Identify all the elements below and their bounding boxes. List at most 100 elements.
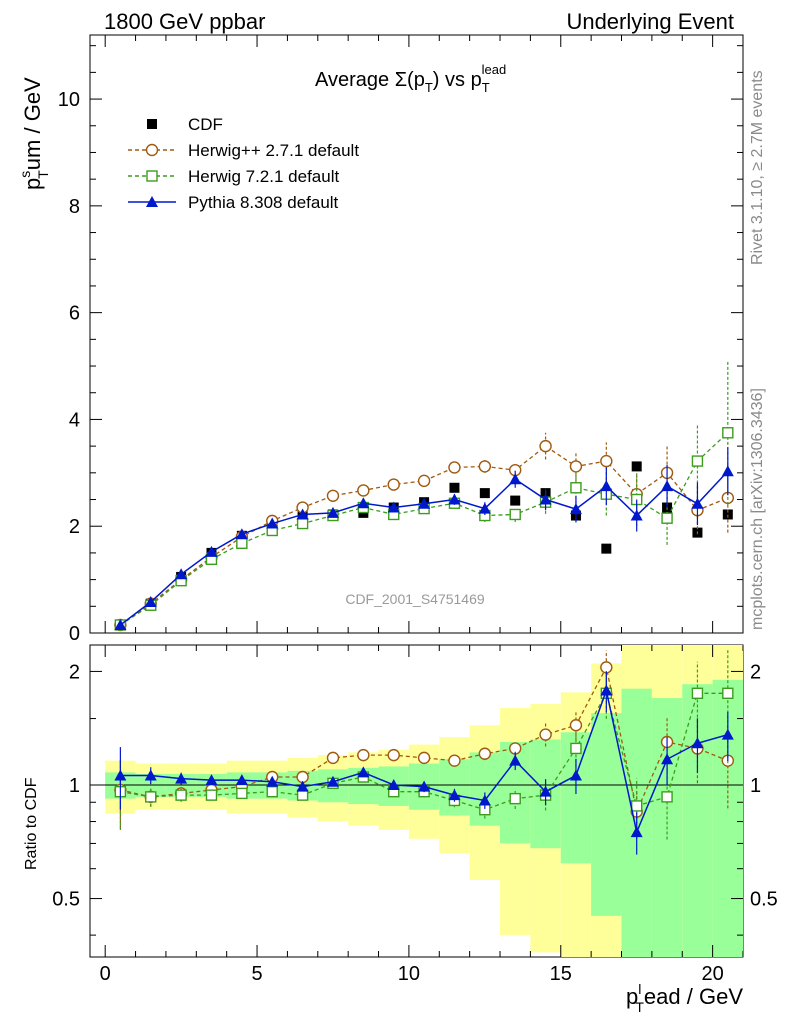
point-main-3-18 <box>661 480 674 492</box>
ratio-axis-label: Ratio to CDF <box>23 777 40 870</box>
legend-marker-3 <box>146 196 158 207</box>
point-ratio-3-8 <box>357 766 370 778</box>
x-tick-label-3: 15 <box>550 963 572 985</box>
series-layer <box>114 360 735 855</box>
point-main-1-9 <box>387 478 400 491</box>
point-main-2-4 <box>236 537 248 549</box>
point-ratio-3-12 <box>478 794 491 806</box>
point-ratio-3-1 <box>144 769 157 781</box>
point-main-3-2 <box>175 568 188 580</box>
legend-marker-0 <box>147 119 157 129</box>
point-main-3-10 <box>418 497 431 509</box>
point-main-3-13 <box>509 473 522 485</box>
legend: CDF Herwig++ 2.7.1 default Herwig 7.2.1 de… <box>128 115 359 212</box>
y-tick-label-ratio-2: 2 <box>69 661 80 683</box>
point-ratio-3-9 <box>387 778 400 790</box>
x-axis-label: pl Tead / GeV <box>626 981 743 1015</box>
point-ratio-3-0 <box>114 769 127 781</box>
header-right: Underlying Event <box>566 9 734 34</box>
point-main-2-19 <box>691 455 704 467</box>
point-main-0-11 <box>449 482 460 493</box>
point-ratio-3-3 <box>205 774 218 786</box>
point-main-1-8 <box>357 484 370 497</box>
point-ratio-3-2 <box>175 772 188 784</box>
axis-ticks: 0 5 10 15 20 0 2 4 6 8 10 0.5 0.5 1 1 2 2 <box>52 35 778 985</box>
point-main-3-16 <box>600 480 613 492</box>
point-ratio-2-5 <box>266 785 278 798</box>
y-tick-label-main-1: 2 <box>69 516 80 538</box>
point-ratio-3-14 <box>539 785 552 797</box>
point-ratio-2-13 <box>509 792 521 805</box>
y-tick-label-ratio-right-2: 2 <box>750 661 761 683</box>
y-tick-label-main-3: 6 <box>69 303 80 325</box>
point-main-2-6 <box>296 517 309 530</box>
point-ratio-3-19 <box>691 737 704 749</box>
point-ratio-2-3 <box>205 789 218 801</box>
point-ratio-3-15 <box>569 769 582 781</box>
legend-label-0: CDF <box>188 115 223 134</box>
point-main-3-3 <box>205 545 218 557</box>
legend-marker-2 <box>146 170 158 182</box>
legend-label-1: Herwig++ 2.7.1 default <box>188 141 359 160</box>
y-tick-label-ratio-0: 0.5 <box>52 889 80 911</box>
point-main-3-7 <box>326 506 339 518</box>
point-ratio-2-18 <box>661 791 673 803</box>
point-main-3-20 <box>721 465 734 477</box>
point-main-0-13 <box>510 495 521 506</box>
series-line-main-2 <box>120 432 729 626</box>
analysis-watermark: CDF_2001_S4751469 <box>345 591 485 607</box>
point-main-2-18 <box>661 512 673 524</box>
point-ratio-3-4 <box>235 774 248 786</box>
y-tick-label-ratio-right-1: 1 <box>750 775 761 797</box>
point-main-3-14 <box>539 493 552 505</box>
point-main-3-4 <box>235 528 248 540</box>
point-ratio-2-15 <box>570 742 582 755</box>
ratio-uncertainty-band <box>90 645 743 957</box>
point-main-1-12 <box>478 460 492 473</box>
rivet-label: Rivet 3.1.10, ≥ 2.7M events <box>749 70 766 265</box>
point-main-3-17 <box>630 509 643 521</box>
point-main-3-12 <box>478 502 491 514</box>
point-main-0-20 <box>722 509 733 520</box>
point-main-3-9 <box>387 501 400 513</box>
point-ratio-1-10 <box>417 751 431 765</box>
point-ratio-3-11 <box>448 789 461 801</box>
point-main-3-19 <box>691 497 704 509</box>
x-tick-label-0: 0 <box>100 963 111 985</box>
point-ratio-2-19 <box>691 687 704 700</box>
y-tick-label-ratio-1: 1 <box>69 775 80 797</box>
y-tick-label-main-0: 0 <box>69 623 80 645</box>
point-ratio-1-12 <box>478 747 492 760</box>
point-ratio-3-10 <box>418 780 431 792</box>
point-main-3-6 <box>296 508 309 520</box>
y-tick-label-main-2: 4 <box>69 409 80 431</box>
point-main-1-14 <box>539 439 552 453</box>
point-ratio-3-7 <box>326 775 339 787</box>
x-tick-label-2: 10 <box>398 963 420 985</box>
y-axis-label: ps Tum / GeV <box>17 77 51 190</box>
point-main-0-17 <box>631 461 642 472</box>
point-main-1-10 <box>417 474 431 488</box>
point-main-2-20 <box>722 427 734 439</box>
point-main-1-7 <box>326 489 340 502</box>
x-tick-label-1: 5 <box>251 963 262 985</box>
point-ratio-3-20 <box>721 728 734 740</box>
y-tick-label-ratio-right-0: 0.5 <box>750 889 778 911</box>
mcplots-label: mcplots.cern.ch [arXiv:1306.3436] <box>749 388 766 630</box>
point-main-0-12 <box>479 488 490 499</box>
band-inner-16 <box>591 713 622 916</box>
header-left: 1800 GeV ppbar <box>104 9 265 34</box>
point-main-2-13 <box>509 508 521 521</box>
main-panel-frame <box>89 34 744 634</box>
point-ratio-1-11 <box>448 754 461 767</box>
point-ratio-2-1 <box>145 791 157 803</box>
point-ratio-2-17 <box>630 800 643 812</box>
point-ratio-1-9 <box>387 748 400 762</box>
point-main-1-15 <box>569 460 583 473</box>
point-ratio-3-6 <box>296 780 309 792</box>
point-main-1-16 <box>600 454 613 468</box>
point-ratio-3-13 <box>509 754 522 766</box>
point-ratio-1-7 <box>326 751 340 765</box>
